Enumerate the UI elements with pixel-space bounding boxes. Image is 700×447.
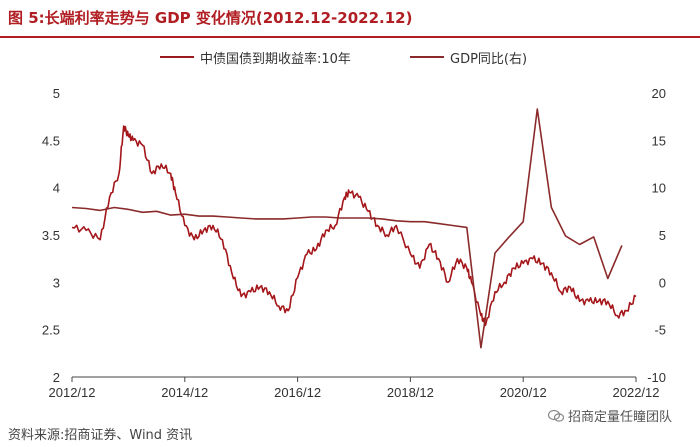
title-rule [0, 36, 700, 38]
legend: 中债国债到期收益率:10年 GDP同比(右) [0, 46, 700, 68]
series-line-gdp [71, 108, 623, 349]
y-right-tick-label: 10 [652, 181, 666, 196]
x-tick-label: 2022/12 [613, 385, 660, 400]
y-left-tick-label: 4 [53, 181, 60, 196]
y-right-tick-label: 20 [652, 86, 666, 101]
legend-item-gdp: GDP同比(右) [410, 46, 527, 68]
y-right-tick-label: 0 [659, 275, 666, 290]
y-left-tick-label: 4.5 [42, 133, 60, 148]
y-left-tick-label: 2.5 [42, 323, 60, 338]
series-line-yield [71, 125, 637, 327]
legend-item-yield: 中债国债到期收益率:10年 [160, 46, 351, 68]
x-tick-label: 2018/12 [387, 385, 434, 400]
y-right-tick-label: -10 [647, 370, 666, 385]
series-layer [71, 108, 637, 349]
legend-label-gdp: GDP同比(右) [450, 51, 528, 67]
y-left-tick-label: 3 [53, 275, 60, 290]
x-tick-label: 2016/12 [274, 385, 321, 400]
y-left-tick-label: 3.5 [42, 228, 60, 243]
x-tick-label: 2014/12 [161, 385, 208, 400]
title-bar: 图 5:长端利率走势与 GDP 变化情况(2012.12-2022.12) [0, 0, 700, 36]
source-note: 资料来源:招商证券、Wind 资讯 [8, 428, 193, 443]
x-tick-label: 2012/12 [49, 385, 96, 400]
legend-swatch-gdp [410, 56, 444, 58]
watermark-text: 招商定量任瞳团队 [568, 410, 673, 425]
y-right-tick-label: -5 [654, 323, 666, 338]
x-tick-label: 2020/12 [500, 385, 547, 400]
y-left-tick-label: 5 [53, 86, 60, 101]
wechat-icon [548, 409, 564, 422]
legend-swatch-yield [160, 56, 194, 58]
y-right-tick-label: 5 [659, 228, 666, 243]
legend-label-yield: 中债国债到期收益率:10年 [200, 51, 351, 67]
watermark: 招商定量任瞳团队 [548, 406, 672, 425]
y-right-tick-label: 15 [652, 133, 666, 148]
chart-axes: 2012/12 2014/12 2016/12 2018/12 2020/12 2022/… [42, 86, 666, 400]
figure-title: 图 5:长端利率走势与 GDP 变化情况(2012.12-2022.12) [8, 9, 413, 27]
y-left-tick-label: 2 [53, 370, 60, 385]
